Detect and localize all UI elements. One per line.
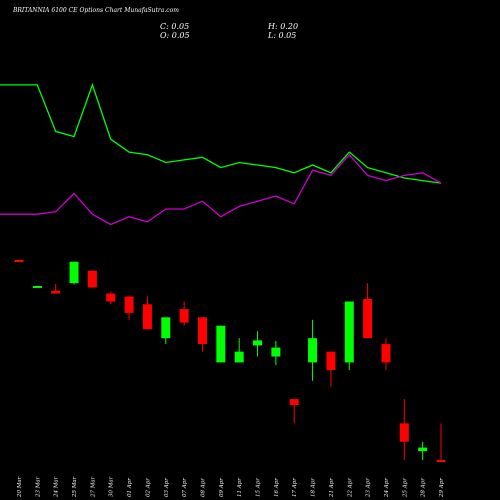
x-tick-label: 03 Apr [164, 478, 170, 497]
x-tick-label: 01 Apr [127, 478, 133, 497]
candle-body [271, 347, 281, 357]
candle-body [197, 317, 207, 345]
candle-body [161, 317, 171, 339]
candle-body [69, 261, 79, 284]
candle-body [142, 304, 152, 330]
indicator-line-2 [0, 153, 442, 226]
candle-18 [326, 351, 336, 387]
x-tick-label: 24 Apr [384, 478, 390, 498]
candle-20 [363, 283, 373, 339]
candle-body [234, 351, 244, 363]
candle-body [363, 298, 373, 339]
candle-3 [51, 283, 61, 294]
candle-6 [106, 291, 116, 305]
x-tick-label: 08 Apr [200, 478, 206, 497]
candle-19 [344, 301, 354, 371]
x-tick-label: 18 Apr [311, 478, 317, 497]
candle-body [399, 423, 409, 442]
high-value: H: 0.20 [268, 22, 299, 31]
indicator-line-1 [0, 82, 442, 184]
candle-body [14, 260, 24, 262]
candlesticks [14, 260, 446, 462]
x-tick-label: 17 Apr [292, 478, 298, 497]
candle-16 [289, 399, 299, 424]
candle-10 [179, 301, 189, 326]
low-value: L: 0.05 [268, 31, 297, 40]
x-tick-label: 30 Mar [109, 476, 115, 497]
x-tick-label: 22 Apr [347, 478, 353, 498]
candle-23 [418, 441, 428, 460]
open-value: O: 0.05 [160, 31, 190, 40]
candle-body [253, 340, 263, 346]
x-tick-label: 15 Apr [256, 478, 262, 497]
candle-22 [399, 399, 409, 460]
x-tick-label: 23 Mar [35, 476, 41, 498]
candle-24 [436, 423, 446, 462]
candle-body [418, 447, 428, 452]
x-axis-labels: 20 Mar 23 Mar 24 Mar 25 Mar 27 Mar 30 Mar 01 A… [17, 476, 445, 498]
x-tick-label: 20 Mar [17, 476, 23, 498]
candle-4 [69, 261, 79, 285]
candle-2 [32, 285, 42, 288]
candle-body [51, 290, 61, 294]
candle-body [106, 293, 116, 302]
candle-8 [142, 296, 152, 330]
candle-body [326, 351, 336, 371]
candle-body [381, 344, 391, 363]
candle-21 [381, 338, 391, 371]
candle-body [32, 285, 42, 288]
candle-1 [14, 260, 24, 262]
candle-7 [124, 295, 134, 320]
candle-body [308, 338, 318, 363]
candle-5 [87, 270, 97, 288]
x-tick-label: 16 Apr [274, 478, 280, 497]
close-value: C: 0.05 [160, 22, 190, 31]
x-tick-label: 25 Apr [402, 478, 408, 498]
x-tick-label: 23 Apr [366, 478, 372, 498]
candle-body [124, 296, 134, 313]
x-tick-label: 28 Apr [421, 478, 427, 498]
x-tick-label: 07 Apr [182, 478, 188, 497]
candle-body [344, 301, 354, 363]
x-tick-label: 02 Apr [145, 478, 151, 497]
chart-title: BRITANNIA 6100 CE Options Chart MunafaSu… [13, 7, 179, 14]
x-tick-label: 24 Mar [54, 476, 60, 498]
candle-17 [308, 319, 318, 381]
x-tick-label: 25 Mar [72, 476, 78, 498]
indicator-lines [0, 82, 442, 226]
candle-13 [234, 338, 244, 363]
candle-9 [161, 317, 171, 345]
x-tick-label: 09 Apr [219, 478, 225, 497]
candle-body [87, 270, 97, 288]
candle-body [179, 309, 189, 323]
candle-12 [216, 325, 226, 363]
x-tick-label: 11 Apr [237, 478, 243, 497]
candle-body [289, 399, 299, 405]
candle-body [216, 325, 226, 363]
x-tick-label: 27 Mar [90, 476, 96, 498]
candle-11 [197, 317, 207, 352]
candle-body [436, 460, 446, 462]
candle-14 [253, 331, 263, 357]
candle-15 [271, 340, 281, 366]
x-tick-label: 29 Apr [439, 478, 445, 498]
x-tick-label: 21 Apr [329, 478, 335, 498]
